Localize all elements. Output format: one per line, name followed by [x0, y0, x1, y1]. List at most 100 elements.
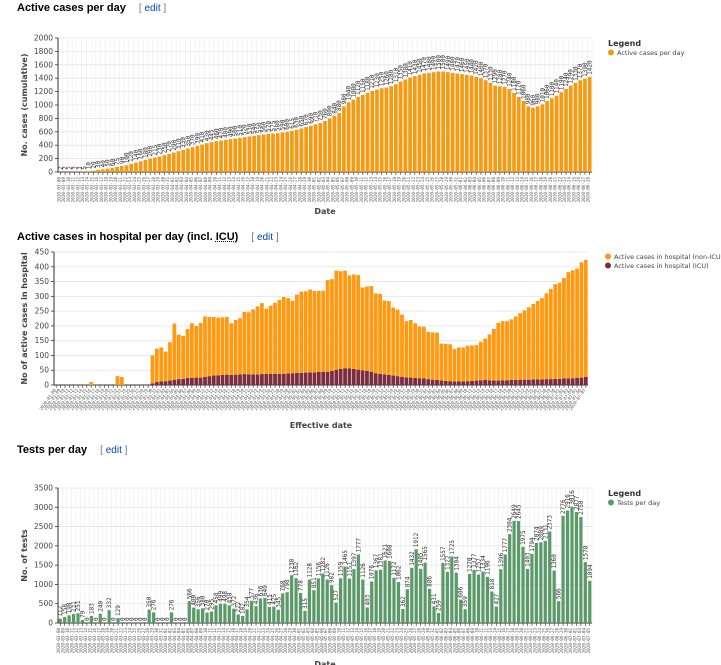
bar[interactable] — [548, 531, 552, 623]
bar[interactable] — [233, 374, 238, 385]
bar[interactable] — [455, 73, 460, 172]
bar[interactable] — [394, 84, 398, 172]
bar[interactable] — [395, 376, 400, 385]
bar[interactable] — [405, 589, 409, 623]
bar[interactable] — [268, 305, 273, 374]
bar[interactable] — [392, 577, 396, 623]
bar[interactable] — [502, 86, 507, 172]
bar[interactable] — [171, 152, 176, 172]
bar[interactable] — [423, 562, 427, 623]
bar[interactable] — [198, 377, 203, 385]
bar[interactable] — [232, 608, 236, 623]
bar[interactable] — [481, 571, 485, 623]
bar[interactable] — [587, 76, 592, 172]
bar[interactable] — [154, 382, 159, 385]
bar[interactable] — [382, 374, 387, 385]
bar[interactable] — [503, 554, 507, 623]
bar[interactable] — [383, 560, 387, 623]
bar[interactable] — [267, 606, 271, 623]
bar[interactable] — [496, 380, 501, 385]
bar[interactable] — [389, 86, 394, 172]
bar[interactable] — [162, 155, 167, 172]
bar[interactable] — [570, 506, 574, 623]
bar[interactable] — [478, 380, 483, 385]
bar[interactable] — [255, 374, 260, 385]
bar[interactable] — [264, 308, 269, 374]
bar[interactable] — [176, 379, 181, 385]
bar[interactable] — [391, 375, 396, 385]
bar[interactable] — [261, 134, 266, 172]
bar[interactable] — [295, 294, 299, 373]
bar[interactable] — [225, 317, 229, 375]
bar[interactable] — [323, 121, 327, 172]
bar[interactable] — [496, 322, 501, 381]
bar[interactable] — [251, 309, 256, 375]
bar[interactable] — [474, 380, 479, 385]
bar[interactable] — [115, 376, 120, 385]
bar[interactable] — [472, 569, 476, 623]
bar[interactable] — [450, 556, 454, 623]
bar[interactable] — [439, 343, 444, 381]
bar[interactable] — [107, 610, 111, 623]
bar[interactable] — [58, 618, 62, 623]
bar[interactable] — [216, 317, 221, 376]
bar[interactable] — [518, 313, 523, 380]
bar[interactable] — [281, 296, 286, 374]
bar[interactable] — [463, 609, 467, 623]
bar[interactable] — [436, 613, 441, 623]
bar[interactable] — [181, 335, 186, 379]
bar[interactable] — [454, 572, 458, 623]
bar[interactable] — [540, 104, 545, 172]
bar[interactable] — [505, 321, 509, 381]
bar[interactable] — [337, 113, 342, 172]
bar[interactable] — [474, 345, 479, 381]
bar[interactable] — [163, 381, 168, 385]
bar[interactable] — [531, 304, 536, 380]
bar[interactable] — [422, 73, 427, 172]
bar[interactable] — [470, 380, 474, 385]
bar[interactable] — [220, 374, 225, 385]
bar[interactable] — [71, 614, 76, 623]
bar[interactable] — [508, 534, 512, 623]
bar[interactable] — [400, 376, 404, 385]
bar[interactable] — [492, 328, 496, 381]
bar[interactable] — [512, 92, 516, 172]
bar[interactable] — [167, 153, 171, 172]
bar[interactable] — [346, 102, 351, 172]
bar[interactable] — [138, 161, 143, 172]
bar[interactable] — [196, 609, 200, 623]
bar[interactable] — [246, 312, 251, 375]
bar[interactable] — [205, 143, 209, 172]
bar[interactable] — [304, 127, 308, 172]
bar[interactable] — [468, 574, 472, 623]
bar[interactable] — [186, 148, 190, 172]
bar[interactable] — [530, 553, 534, 623]
edit-link-label[interactable]: edit — [105, 445, 122, 456]
bar[interactable] — [330, 585, 334, 623]
bar[interactable] — [347, 368, 352, 385]
bar[interactable] — [456, 381, 461, 385]
bar[interactable] — [378, 293, 382, 374]
bar[interactable] — [365, 370, 369, 385]
bar[interactable] — [295, 372, 299, 385]
bar[interactable] — [369, 285, 374, 372]
bar[interactable] — [579, 377, 584, 385]
bar[interactable] — [565, 510, 570, 623]
bar[interactable] — [570, 378, 575, 385]
bar[interactable] — [254, 606, 258, 623]
bar[interactable] — [557, 378, 562, 385]
bar[interactable] — [505, 380, 509, 385]
bar[interactable] — [382, 300, 387, 375]
bar[interactable] — [521, 546, 525, 623]
bar[interactable] — [412, 76, 417, 172]
bar[interactable] — [286, 298, 291, 374]
bar[interactable] — [476, 574, 481, 623]
bar[interactable] — [356, 554, 360, 623]
bar[interactable] — [242, 374, 247, 385]
bar[interactable] — [318, 123, 323, 172]
bar[interactable] — [338, 271, 343, 369]
bar[interactable] — [516, 520, 521, 623]
bar[interactable] — [478, 341, 483, 381]
bar[interactable] — [290, 300, 295, 374]
bar[interactable] — [500, 380, 505, 385]
